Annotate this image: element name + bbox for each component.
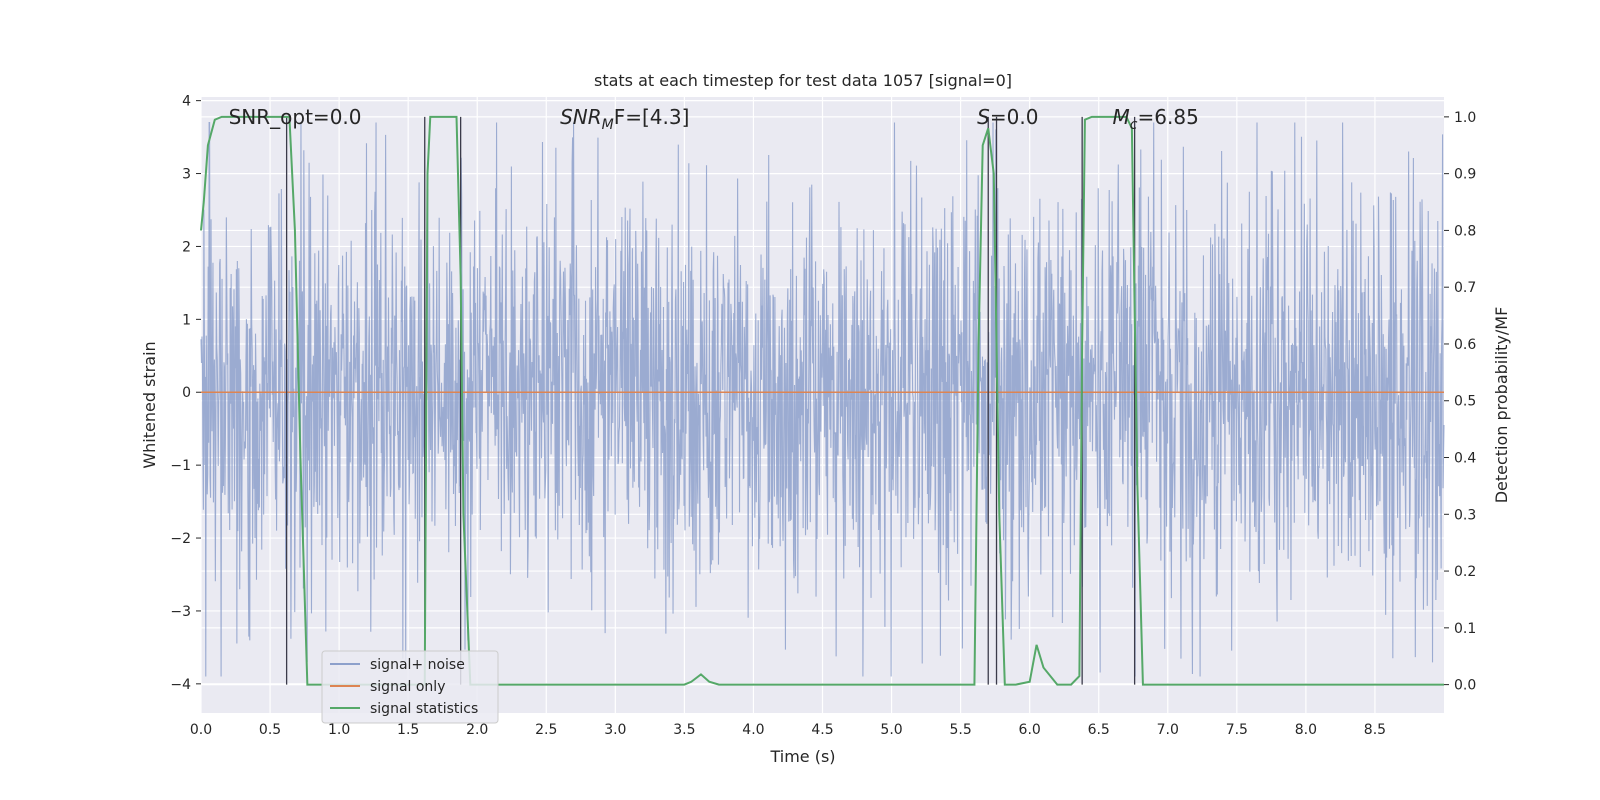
y2-tick-label: 0.2: [1454, 564, 1476, 580]
y-tick-label: −4: [170, 677, 191, 693]
y-tick-label: −3: [170, 604, 191, 620]
x-tick-label: 8.0: [1295, 722, 1317, 738]
legend-label-stats: signal statistics: [370, 701, 478, 717]
y2-tick-label: 0.9: [1454, 167, 1476, 183]
legend: signal+ noise signal only signal statist…: [321, 650, 499, 724]
annotation-text: SNR_opt=0.0: [229, 105, 362, 129]
y-tick-label: 1: [182, 312, 191, 328]
y2-tick-label: 0.8: [1454, 223, 1476, 239]
chart-title: stats at each timestep for test data 105…: [594, 71, 1012, 90]
annotation-text: SNRMF=[4.3]: [560, 105, 689, 133]
y2-tick-label: 0.7: [1454, 280, 1476, 296]
x-tick-label: 7.5: [1226, 722, 1248, 738]
x-tick-label: 4.0: [742, 722, 764, 738]
y2-tick-label: 0.0: [1454, 678, 1476, 694]
legend-box: [321, 650, 499, 724]
x-tick-label: 8.5: [1364, 722, 1386, 738]
x-tick-label: 0.0: [190, 722, 212, 738]
annotations: SNR_opt=0.0 SNRMF=[4.3] S=0.0 Mc=6.85: [229, 105, 1199, 133]
x-tick-label: 5.0: [880, 722, 902, 738]
y2-tick-label: 0.3: [1454, 507, 1476, 523]
annotation-text: S=0.0: [977, 105, 1038, 129]
y2-tick-label: 0.5: [1454, 394, 1476, 410]
x-tick-label: 1.0: [328, 722, 350, 738]
y-axis-label: Whitened strain: [140, 341, 159, 468]
legend-label-signal: signal only: [370, 679, 445, 695]
series-signal-noise: [200, 121, 1445, 677]
y-tick-label: 2: [182, 239, 191, 255]
y-tick-label: −1: [170, 458, 191, 474]
x-tick-label: 6.0: [1019, 722, 1041, 738]
x-tick-label: 6.5: [1088, 722, 1110, 738]
statistics-line: [200, 115, 1444, 686]
x-tick-label: 2.5: [535, 722, 557, 738]
x-tick-label: 4.5: [811, 722, 833, 738]
x-tick-label: 2.0: [466, 722, 488, 738]
x-axis-label: Time (s): [769, 747, 835, 766]
y-tick-label: −2: [170, 531, 191, 547]
y2-tick-label: 0.6: [1454, 337, 1476, 353]
x-tick-label: 3.5: [673, 722, 695, 738]
y2-tick-label: 0.1: [1454, 621, 1476, 637]
series-signal-statistics: [200, 115, 1444, 686]
x-tick-label: 3.0: [604, 722, 626, 738]
y-tick-label: 4: [182, 94, 191, 110]
y2-axis-label: Detection probability/MF: [1492, 307, 1511, 504]
legend-label-noise: signal+ noise: [370, 657, 465, 673]
axis-ticks: 0.0 0.5 1.0 1.5 2.0 2.5 3.0 3.5 4.0 4.5 5.0 5.5 6.0 6…: [170, 94, 1476, 738]
y-tick-label: 0: [182, 385, 191, 401]
x-tick-label: 0.5: [259, 722, 281, 738]
y2-tick-label: 0.4: [1454, 451, 1476, 467]
x-tick-label: 1.5: [397, 722, 419, 738]
noise-line: [200, 121, 1445, 677]
y-tick-label: 3: [182, 167, 191, 183]
y2-tick-label: 1.0: [1454, 110, 1476, 126]
x-tick-label: 5.5: [949, 722, 971, 738]
annotation-text: Mc=6.85: [1113, 105, 1199, 133]
x-tick-label: 7.0: [1157, 722, 1179, 738]
